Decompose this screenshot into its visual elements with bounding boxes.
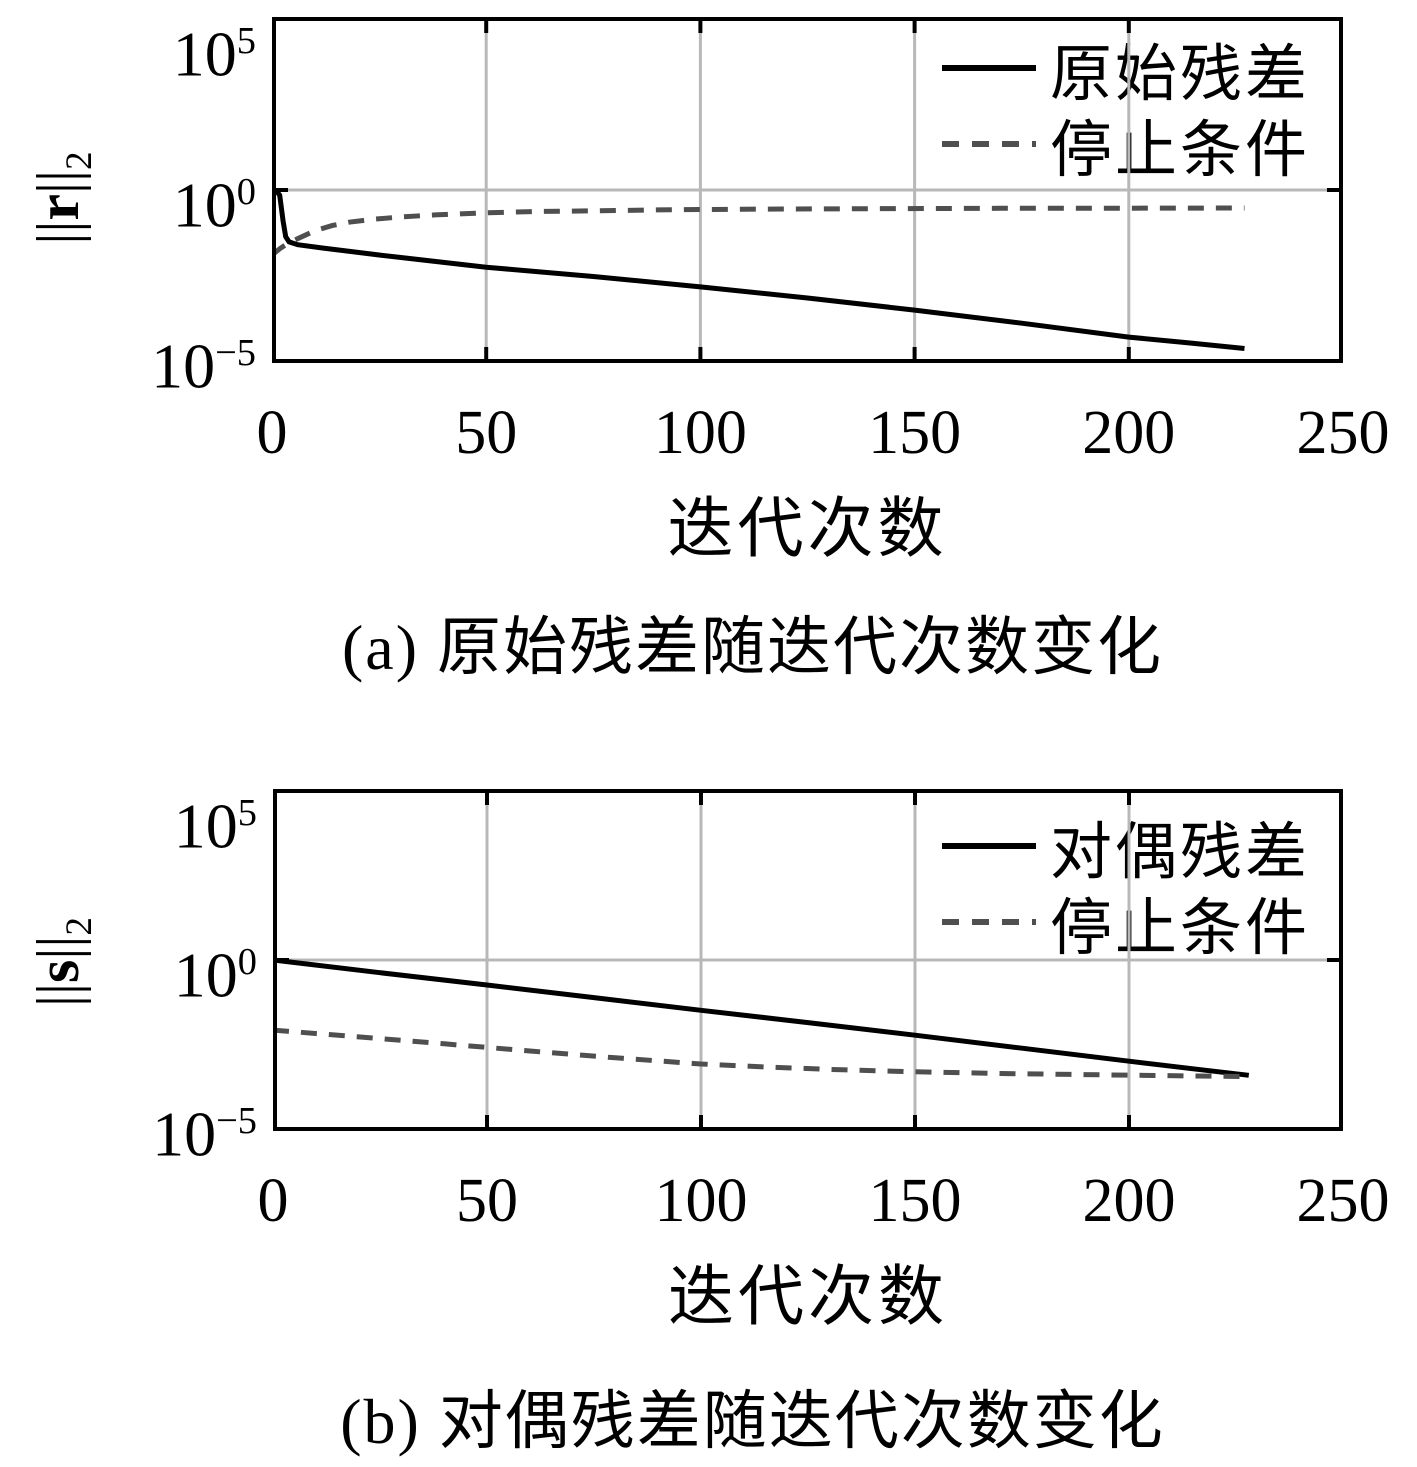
series-b-stop-criterion-line: [273, 1027, 1249, 1080]
plot-border: [273, 789, 1343, 1131]
plot-border: [272, 17, 1343, 363]
x-tick-label-0: 0: [256, 399, 288, 467]
legend-line-dashed-icon: [942, 919, 1036, 925]
y-tick-base: 10: [173, 790, 238, 862]
x-tick-label-50: 50: [456, 1167, 518, 1235]
y-variable: r: [25, 193, 91, 221]
y-tick-label-1e0: 100: [116, 154, 256, 240]
x-tick-label-250: 250: [1296, 1167, 1390, 1235]
y-tick-base: 10: [172, 169, 237, 241]
series-a-residual-line: [272, 187, 1245, 351]
legend-label-stop: 停止条件: [1050, 117, 1311, 185]
y-tick-exponent: 0: [237, 941, 257, 983]
x-tick-label-100: 100: [654, 1167, 748, 1235]
x-axis-label-b: 迭代次数: [668, 1261, 948, 1334]
y-variable: s: [25, 959, 91, 983]
norm-subscript: 2: [59, 151, 100, 170]
y-tick-label-1e-5: 10−5: [116, 315, 256, 401]
y-tick-base: 10: [172, 18, 237, 90]
legend-entry-primal: 原始残差: [942, 30, 1310, 109]
legend-entry-stop: 停止条件: [942, 884, 1310, 963]
caption-a: (a) 原始残差随迭代次数变化: [341, 612, 1164, 683]
x-tick-label-50: 50: [455, 399, 518, 467]
legend-label-dual: 对偶残差: [1050, 819, 1311, 887]
caption-b: (b) 对偶残差随迭代次数变化: [340, 1386, 1165, 1457]
x-tick-label-250: 250: [1296, 399, 1390, 467]
y-tick-base: 10: [151, 330, 216, 402]
legend-a: 原始残差 停止条件: [942, 30, 1310, 185]
y-tick-exponent: 5: [237, 792, 257, 834]
legend-b: 对偶残差 停止条件: [942, 808, 1310, 963]
norm-bars-close: ||: [25, 169, 91, 194]
y-tick-label-1e5: 105: [117, 775, 257, 861]
y-tick-exponent: 5: [236, 20, 256, 62]
legend-entry-stop: 停止条件: [942, 106, 1310, 185]
y-tick-exponent: 0: [236, 171, 256, 213]
x-tick-label-0: 0: [257, 1167, 289, 1235]
series-b-residual-line: [273, 957, 1250, 1078]
y-tick-base: 10: [173, 939, 238, 1011]
legend-line-solid-icon: [942, 65, 1036, 71]
x-tick-label-150: 150: [868, 1167, 962, 1235]
legend-label-stop: 停止条件: [1050, 895, 1311, 963]
y-tick-label-1e0: 100: [117, 924, 257, 1010]
x-tick-label-200: 200: [1082, 1167, 1176, 1235]
y-tick-exponent: −5: [216, 1100, 257, 1142]
x-tick-label-150: 150: [868, 399, 962, 467]
y-axis-label-s: ||s||2: [25, 812, 100, 1112]
y-tick-base: 10: [152, 1098, 217, 1170]
legend-line-dashed-icon: [942, 141, 1036, 147]
y-tick-exponent: −5: [215, 332, 256, 374]
plot-area-b: [273, 789, 1343, 1131]
y-axis-label-r: ||r||2: [25, 48, 100, 348]
y-tick-label-1e-5: 10−5: [117, 1083, 257, 1169]
x-tick-label-100: 100: [653, 399, 747, 467]
x-tick-label-200: 200: [1082, 399, 1176, 467]
norm-bars-open: ||: [25, 220, 91, 245]
norm-bars-open: ||: [25, 982, 91, 1008]
norm-subscript: 2: [59, 917, 100, 936]
norm-bars-close: ||: [25, 935, 91, 960]
plot-area-a: [272, 17, 1343, 363]
legend-entry-dual: 对偶残差: [942, 808, 1310, 887]
legend-line-solid-icon: [942, 843, 1036, 849]
series-a-stop-criterion-line: [272, 205, 1245, 257]
y-tick-label-1e5: 105: [116, 3, 256, 89]
legend-label-primal: 原始残差: [1050, 41, 1311, 109]
x-axis-label-a: 迭代次数: [667, 493, 948, 566]
